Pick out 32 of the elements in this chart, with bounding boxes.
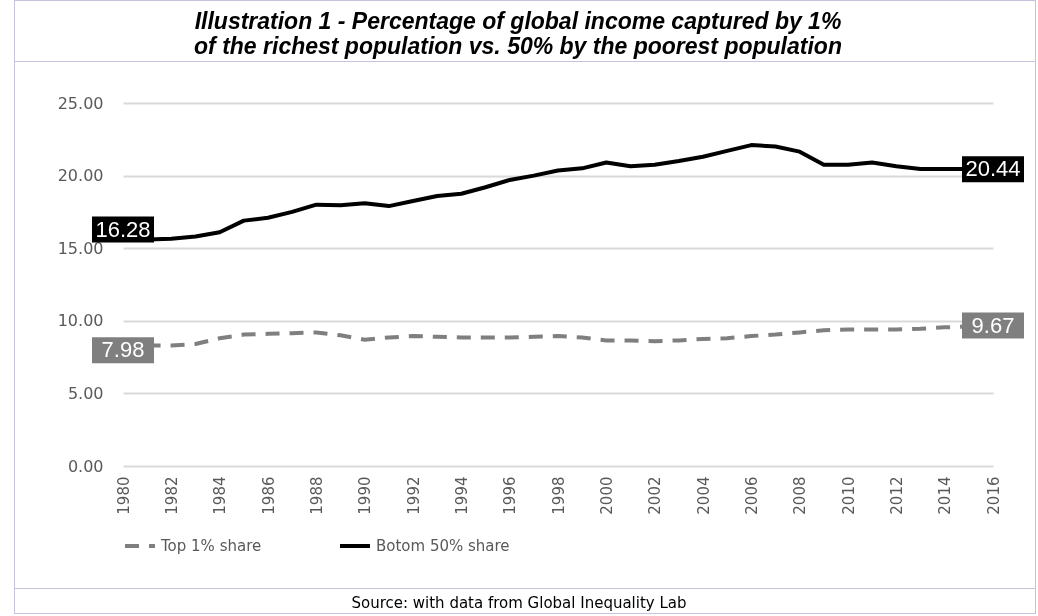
x-tick-label: 1984 xyxy=(211,476,230,515)
x-tick-label: 1982 xyxy=(162,476,181,515)
x-tick-label: 2000 xyxy=(597,476,616,515)
data-label: 16.28 xyxy=(95,216,151,242)
x-tick-label: 1998 xyxy=(549,476,568,515)
y-tick-label: 25.00 xyxy=(57,93,104,113)
data-label: 7.98 xyxy=(101,337,145,363)
x-tick-label: 1994 xyxy=(452,476,471,515)
x-tick-label: 2006 xyxy=(742,476,761,515)
source-note: Source: with data from Global Inequality Lab xyxy=(351,594,687,612)
x-tick-label: 1990 xyxy=(356,476,375,515)
legend-label: Top 1% share xyxy=(160,537,262,555)
x-tick-label: 1992 xyxy=(404,476,423,515)
x-tick-label: 2012 xyxy=(887,476,906,515)
x-tick-label: 2016 xyxy=(984,476,1003,515)
x-tick-label: 2014 xyxy=(936,476,955,515)
data-label: 9.67 xyxy=(971,312,1015,338)
x-tick-label: 1986 xyxy=(259,476,278,515)
x-tick-label: 1980 xyxy=(114,476,133,515)
x-tick-label: 1988 xyxy=(307,476,326,515)
data-label: 20.44 xyxy=(965,156,1021,182)
x-tick-label: 1996 xyxy=(501,476,520,515)
y-tick-label: 20.00 xyxy=(57,166,104,186)
y-tick-label: 0.00 xyxy=(67,456,104,476)
x-tick-label: 2002 xyxy=(646,476,665,515)
y-tick-label: 10.00 xyxy=(57,311,104,331)
chart-title: Illustration 1 - Percentage of global income captured by 1% of the richest population vs. 50% by the poorest population xyxy=(194,8,842,59)
x-tick-label: 2004 xyxy=(694,476,713,515)
legend-label: Botom 50% share xyxy=(376,537,510,555)
x-tick-label: 2010 xyxy=(839,476,858,515)
y-tick-label: 5.00 xyxy=(67,383,104,403)
x-tick-label: 2008 xyxy=(791,476,810,515)
